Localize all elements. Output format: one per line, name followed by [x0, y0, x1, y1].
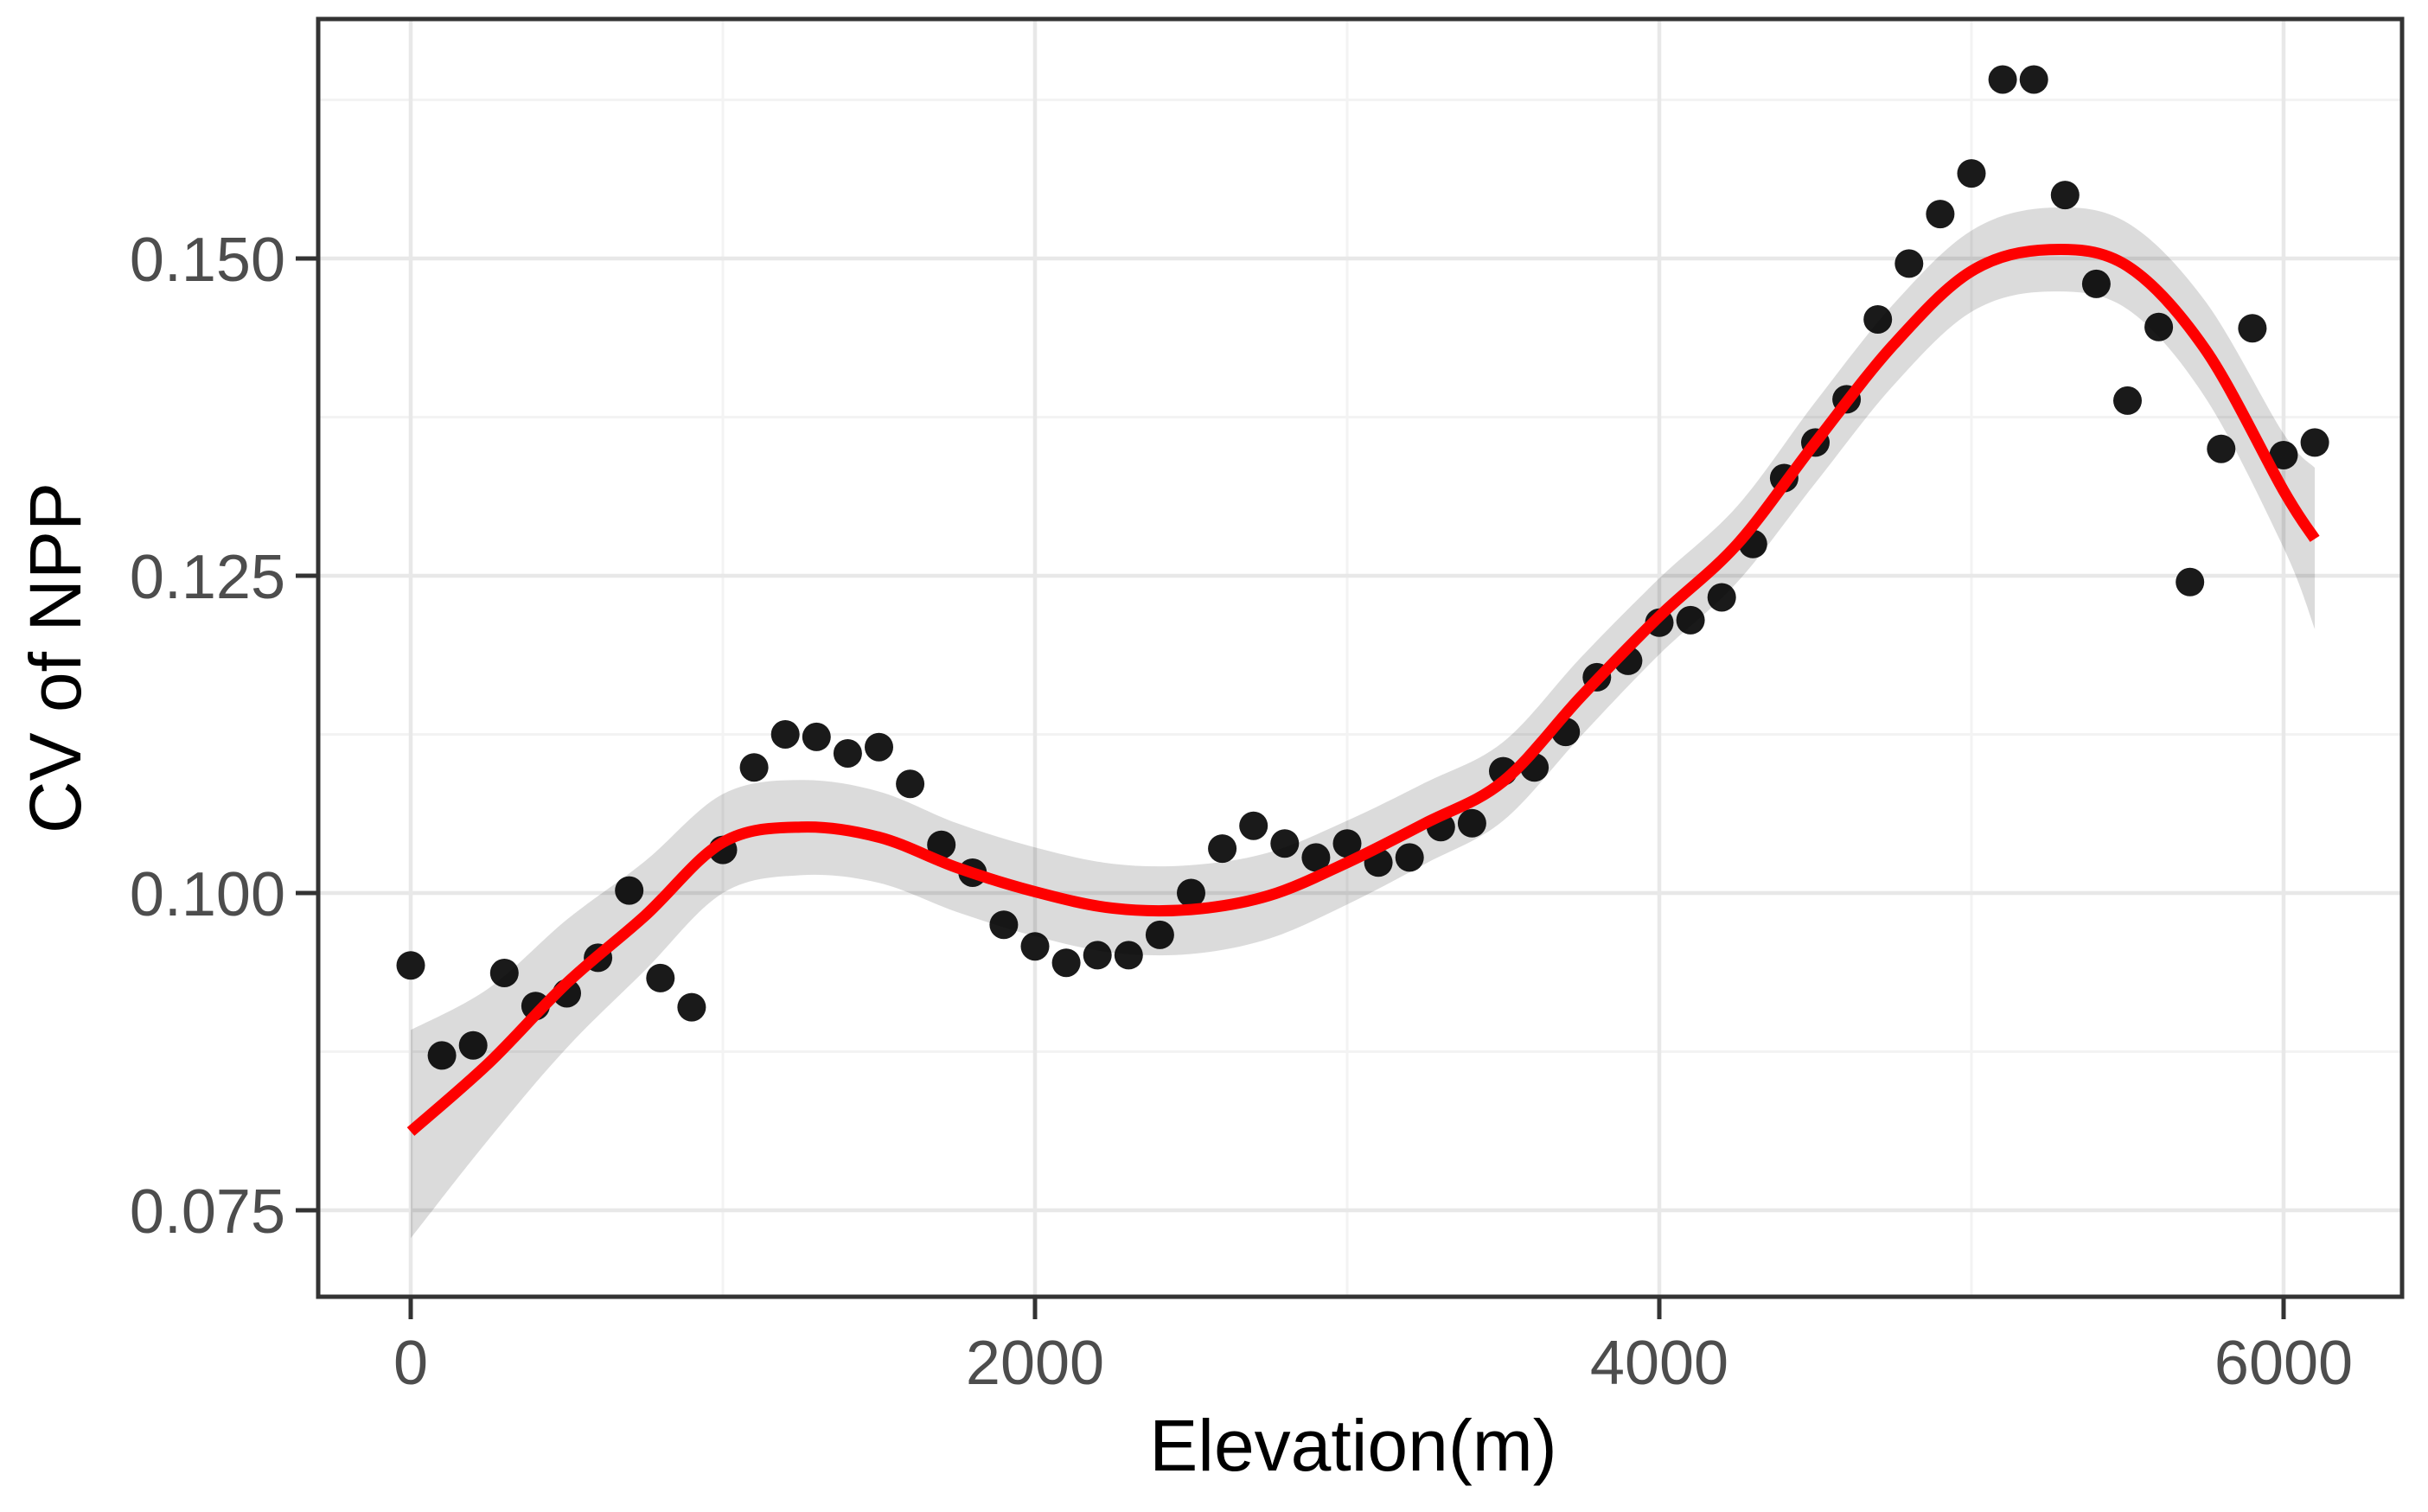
scatter-point: [1239, 811, 1268, 840]
scatter-point: [1145, 920, 1174, 949]
scatter-point: [646, 963, 675, 992]
scatter-point: [1894, 249, 1924, 278]
scatter-point: [489, 959, 519, 987]
y-tick-label-0.100: 0.100: [130, 860, 285, 929]
scatter-point: [770, 720, 800, 749]
scatter-point: [1114, 941, 1143, 970]
scatter-point: [458, 1030, 488, 1060]
scatter-point: [1676, 605, 1705, 635]
scatter-point: [2113, 386, 2142, 415]
scatter-point: [1208, 834, 1237, 864]
scatter-point: [1863, 305, 1893, 334]
y-axis-title: CV of NPP: [15, 482, 96, 834]
y-tick-label-0.125: 0.125: [130, 543, 285, 612]
x-tick-label-0: 0: [393, 1329, 428, 1398]
scatter-point: [1395, 843, 1424, 872]
x-tick-label-2000: 2000: [966, 1329, 1104, 1398]
smooth-fit-line: [406, 243, 2320, 1136]
scatter-point: [1301, 843, 1331, 872]
scatter-point: [2300, 428, 2329, 457]
scatter-point: [989, 910, 1019, 940]
scatter-point: [1707, 583, 1736, 612]
scatter-point: [1051, 948, 1081, 978]
y-tick-label-0.075: 0.075: [130, 1177, 285, 1247]
scatter-point: [2238, 314, 2267, 343]
scatter-point: [2081, 269, 2111, 298]
scatter-point: [927, 830, 956, 859]
scatter-point: [2269, 441, 2298, 469]
scatter-point: [1988, 65, 2017, 94]
x-tick-label-6000: 6000: [2214, 1329, 2353, 1398]
scatter-point: [2207, 434, 2236, 463]
scatter-point: [1926, 200, 1955, 229]
panel-border: [316, 16, 2405, 1299]
scatter-point: [615, 876, 644, 905]
y-tick-label-0.150: 0.150: [130, 226, 285, 295]
scatter-point: [1020, 932, 1050, 961]
x-tick-label-4000: 4000: [1590, 1329, 1728, 1398]
scatter-point: [1177, 878, 1205, 908]
panel-background: [318, 19, 2402, 1297]
scatter-point: [865, 732, 893, 762]
scatter-point: [2019, 65, 2048, 94]
scatter-point: [1270, 829, 1300, 858]
scatter-point: [396, 951, 425, 980]
scatter-point: [1457, 808, 1486, 838]
scatter-point: [1083, 941, 1112, 970]
scatter-point: [1957, 159, 1986, 188]
scatter-point: [802, 722, 831, 751]
x-axis-title: Elevation(m): [1149, 1405, 1557, 1486]
scatter-point: [2176, 567, 2205, 597]
scatter-point: [2144, 312, 2174, 341]
scatter-point: [677, 992, 706, 1022]
scatter-point: [896, 769, 925, 799]
scatter-point: [427, 1041, 457, 1070]
scatter-point: [1332, 829, 1362, 858]
scatter-point: [2050, 181, 2080, 210]
scatter-point: [739, 753, 769, 782]
scatter-point: [833, 739, 862, 768]
